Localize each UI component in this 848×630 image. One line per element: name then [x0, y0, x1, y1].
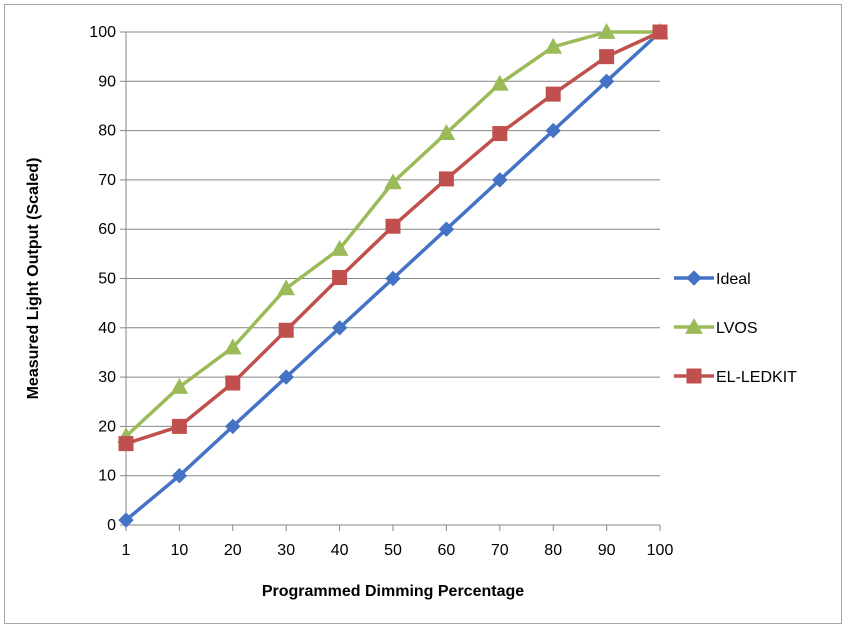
data-point-el-ledkit [545, 86, 561, 102]
legend-swatch-marker [686, 270, 702, 286]
data-point-lvos [330, 239, 349, 256]
data-point-el-ledkit [599, 49, 615, 65]
x-tick-label: 20 [224, 542, 242, 559]
data-point-ideal [278, 369, 294, 385]
series-lvos [117, 22, 669, 444]
y-tick-label: 90 [98, 73, 116, 90]
legend-label: LVOS [716, 320, 758, 337]
chart-frame [4, 4, 842, 624]
legend-swatch-marker [685, 317, 703, 334]
x-tick-label: 50 [384, 542, 402, 559]
legend-entry-lvos: LVOS [674, 317, 758, 337]
data-point-el-ledkit [385, 218, 401, 234]
data-point-el-ledkit [171, 418, 187, 434]
data-point-el-ledkit [332, 270, 348, 286]
data-point-ideal [118, 512, 134, 528]
data-point-ideal [171, 467, 188, 484]
series-group [117, 22, 669, 528]
data-point-ideal [385, 270, 401, 287]
legend-entry-ideal: Ideal [674, 270, 751, 288]
data-point-ideal [492, 172, 508, 188]
x-tick-label: 70 [491, 542, 509, 559]
legend: Ideal LVOS EL-LEDKIT [674, 270, 797, 386]
legend-swatch-marker [686, 368, 702, 384]
y-tick-label: 40 [98, 320, 116, 337]
data-point-ideal [331, 320, 348, 336]
y-tick-label: 50 [98, 271, 116, 288]
data-point-ideal [438, 221, 455, 237]
data-point-el-ledkit [118, 436, 134, 452]
data-point-lvos [437, 124, 456, 140]
legend-label: EL-LEDKIT [716, 369, 797, 386]
data-point-lvos [170, 377, 189, 394]
legend-label: Ideal [716, 271, 751, 288]
data-point-lvos [223, 338, 242, 355]
series-line-lvos [124, 30, 660, 438]
data-point-el-ledkit [652, 24, 668, 40]
x-axis-title: Programmed Dimming Percentage [262, 583, 524, 600]
x-tick-label: 10 [171, 542, 189, 559]
y-tick-label: 0 [107, 517, 116, 534]
x-tick-label: 60 [438, 542, 456, 559]
data-point-lvos [384, 173, 402, 190]
x-tick-label: 30 [277, 542, 295, 559]
y-tick-label: 60 [98, 221, 116, 238]
series-line-el-ledkit [125, 30, 661, 446]
x-tick-label: 90 [598, 542, 616, 559]
data-point-ideal [225, 418, 241, 435]
data-point-el-ledkit [438, 171, 454, 187]
data-point-lvos [544, 37, 563, 54]
y-tick-label: 20 [98, 418, 116, 435]
data-point-ideal [545, 122, 561, 139]
gridlines [126, 31, 660, 477]
series-el-ledkit [118, 24, 668, 452]
x-tick-label: 1 [122, 542, 131, 559]
data-point-el-ledkit [225, 375, 241, 391]
series-ideal [118, 24, 668, 528]
legend-entry-el-ledkit: EL-LEDKIT [674, 368, 797, 386]
y-tick-label: 30 [98, 369, 116, 386]
y-tick-label: 70 [98, 172, 116, 189]
x-tick-label: 100 [647, 542, 674, 559]
data-point-lvos [277, 279, 296, 296]
y-tick-label: 10 [98, 468, 116, 485]
x-tick-label: 80 [544, 542, 562, 559]
data-point-el-ledkit [278, 322, 294, 338]
y-tick-label: 80 [98, 123, 116, 140]
y-axis-title: Measured Light Output (Scaled) [25, 158, 42, 400]
x-tick-label: 40 [331, 542, 349, 559]
y-tick-label: 100 [89, 24, 116, 41]
data-point-el-ledkit [492, 126, 508, 142]
data-point-lvos [597, 22, 616, 39]
data-point-ideal [598, 73, 615, 90]
data-point-lvos [490, 74, 509, 91]
